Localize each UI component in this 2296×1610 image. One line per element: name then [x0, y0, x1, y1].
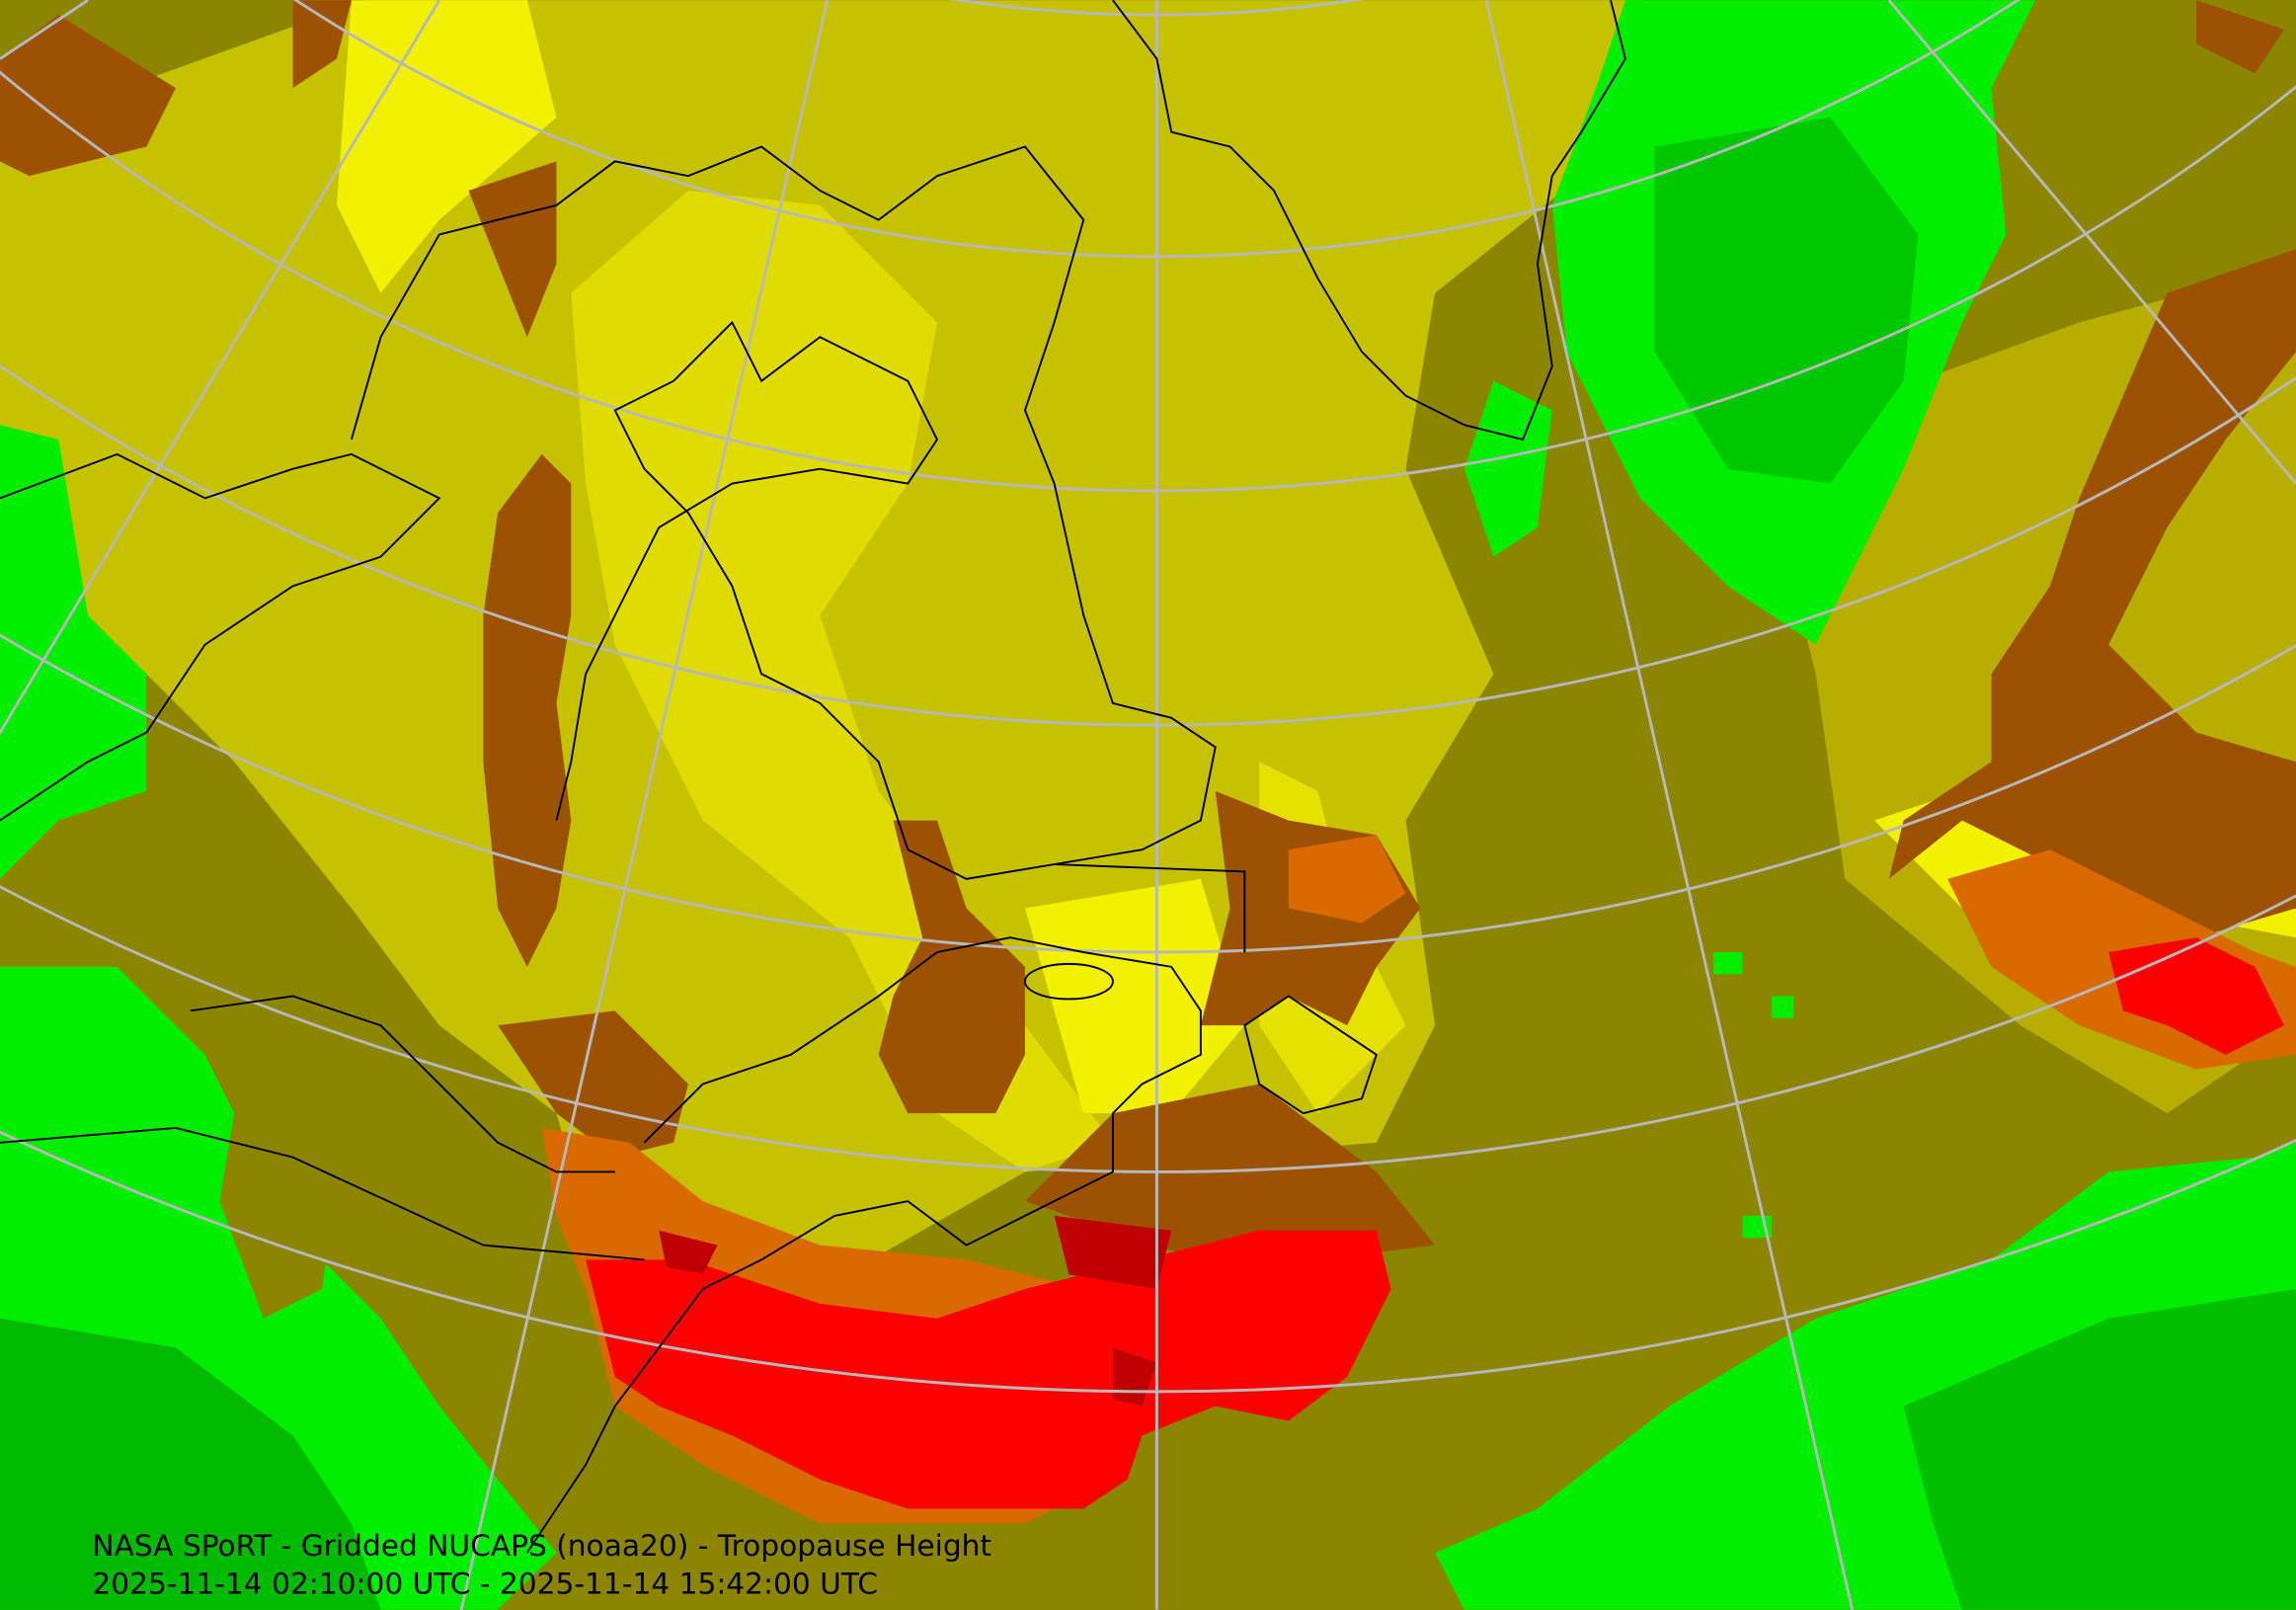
map-title: NASA SPoRT - Gridded NUCAPS (noaa20) - T…	[92, 1528, 991, 1563]
caption: NASA SPoRT - Gridded NUCAPS (noaa20) - T…	[92, 1528, 991, 1601]
coastlines	[0, 0, 1626, 1554]
map-time-range: 2025-11-14 02:10:00 UTC - 2025-11-14 15:…	[92, 1566, 878, 1600]
